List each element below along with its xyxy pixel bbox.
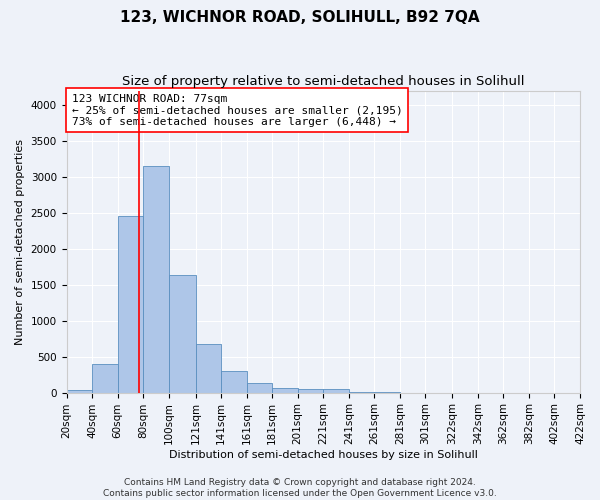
Bar [247,382,272,392]
Bar [298,389,323,392]
Bar [221,371,247,392]
Bar [196,344,221,392]
Text: 123, WICHNOR ROAD, SOLIHULL, B92 7QA: 123, WICHNOR ROAD, SOLIHULL, B92 7QA [120,10,480,25]
Bar [118,216,143,392]
Bar [143,166,169,392]
Text: 123 WICHNOR ROAD: 77sqm
← 25% of semi-detached houses are smaller (2,195)
73% of: 123 WICHNOR ROAD: 77sqm ← 25% of semi-de… [71,94,403,127]
Bar [67,390,92,392]
Bar [92,364,118,392]
Bar [272,388,298,392]
Y-axis label: Number of semi-detached properties: Number of semi-detached properties [15,138,25,344]
Title: Size of property relative to semi-detached houses in Solihull: Size of property relative to semi-detach… [122,75,524,88]
Bar [169,276,196,392]
Text: Contains HM Land Registry data © Crown copyright and database right 2024.
Contai: Contains HM Land Registry data © Crown c… [103,478,497,498]
Bar [323,389,349,392]
X-axis label: Distribution of semi-detached houses by size in Solihull: Distribution of semi-detached houses by … [169,450,478,460]
